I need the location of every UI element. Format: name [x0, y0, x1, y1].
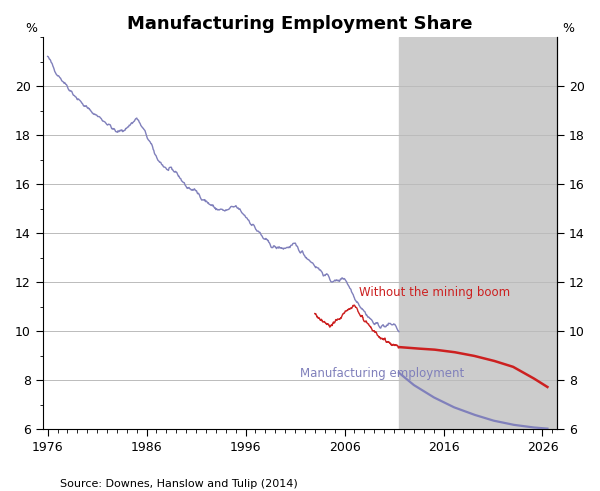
Text: %: % — [26, 23, 38, 35]
Bar — [399, 37, 557, 429]
Text: Without the mining boom: Without the mining boom — [359, 286, 511, 300]
Text: %: % — [562, 23, 574, 35]
Text: Manufacturing employment: Manufacturing employment — [300, 367, 464, 380]
Title: Manufacturing Employment Share: Manufacturing Employment Share — [127, 15, 473, 33]
Text: Source: Downes, Hanslow and Tulip (2014): Source: Downes, Hanslow and Tulip (2014) — [60, 479, 298, 489]
